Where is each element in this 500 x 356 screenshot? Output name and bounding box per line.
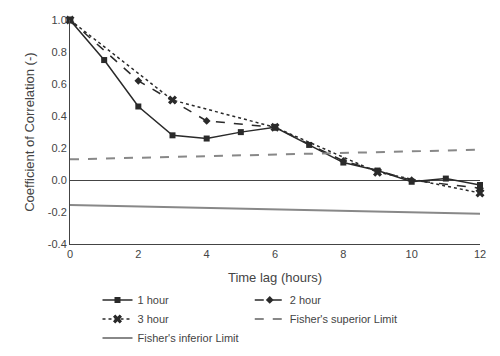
svg-text:2: 2 xyxy=(135,248,141,260)
svg-text:3 hour: 3 hour xyxy=(138,313,170,325)
svg-text:0.4: 0.4 xyxy=(52,110,67,122)
svg-text:1.0: 1.0 xyxy=(52,14,67,26)
svg-text:4: 4 xyxy=(204,248,210,260)
svg-text:Fisher's superior Limit: Fisher's superior Limit xyxy=(290,313,397,325)
svg-text:Fisher's inferior Limit: Fisher's inferior Limit xyxy=(138,332,239,344)
svg-text:6: 6 xyxy=(272,248,278,260)
svg-text:0.8: 0.8 xyxy=(52,46,67,58)
svg-text:0: 0 xyxy=(67,248,73,260)
svg-text:0.0: 0.0 xyxy=(52,174,67,186)
svg-text:2 hour: 2 hour xyxy=(290,294,322,306)
svg-text:8: 8 xyxy=(340,248,346,260)
svg-text:10: 10 xyxy=(406,248,418,260)
svg-text:12: 12 xyxy=(474,248,486,260)
svg-text:-0.2: -0.2 xyxy=(48,206,67,218)
svg-text:0.6: 0.6 xyxy=(52,78,67,90)
svg-text:Time lag (hours): Time lag (hours) xyxy=(228,270,322,285)
svg-text:Coefficient of Correlation (-): Coefficient of Correlation (-) xyxy=(22,52,37,211)
svg-text:0.2: 0.2 xyxy=(52,142,67,154)
svg-text:-0.4: -0.4 xyxy=(48,238,67,250)
svg-text:1 hour: 1 hour xyxy=(138,294,170,306)
